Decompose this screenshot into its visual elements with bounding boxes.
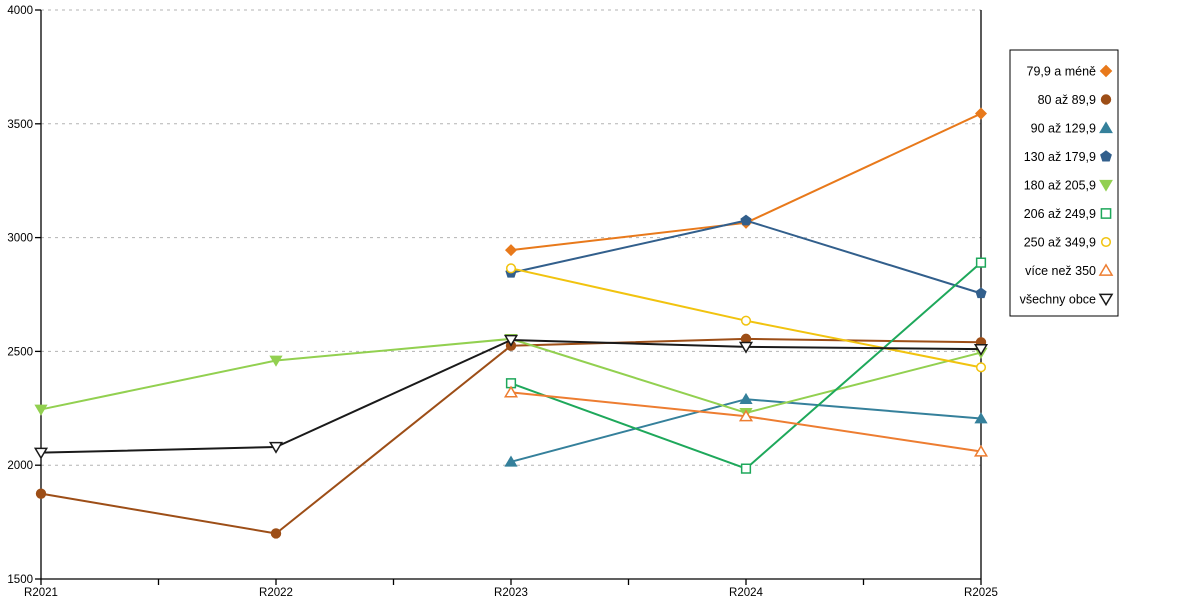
series-marker-triangle-down-open [268,441,284,454]
series-marker-diamond-legend [1099,64,1113,78]
series-marker-triangle-up-legend [1099,121,1113,134]
series-marker-triangle-up-open [973,444,989,457]
x-tick-label: R2023 [494,587,528,599]
series-marker-circle-open-legend [1100,236,1112,248]
legend-item: všechny obce [1020,293,1114,307]
legend-label: 80 až 89,9 [1038,93,1096,107]
y-tick-label: 4000 [7,5,33,17]
y-tick-label: 3500 [7,119,33,131]
x-tick-label: R2025 [964,587,998,599]
y-tick-label: 2500 [7,346,33,358]
legend-item: 206 až 249,9 [1024,207,1112,221]
series-marker-pentagon-legend [1100,150,1112,162]
series-marker-diamond [504,244,518,257]
legend-label: 130 až 179,9 [1024,150,1096,164]
legend-label: více než 350 [1025,264,1096,278]
series-marker-triangle-down [269,355,283,367]
y-tick-label: 3000 [7,233,33,245]
series-marker-circle [270,528,282,539]
series-marker-circle-open [740,315,752,326]
x-tick-label: R2024 [729,587,763,599]
series-marker-triangle-up [739,392,753,405]
series-marker-triangle-up [974,412,988,424]
legend-label: všechny obce [1020,293,1096,307]
legend-label: 206 až 249,9 [1024,207,1096,221]
series-2 [504,392,988,467]
series-marker-triangle-up [504,455,518,467]
series-marker-pentagon [975,287,987,299]
series-marker-triangle-down-open [973,344,989,356]
legend-item: 80 až 89,9 [1038,93,1112,107]
legend-label: 250 až 349,9 [1024,236,1096,250]
series-5 [505,257,987,474]
legend-item: 79,9 a méně [1027,64,1113,79]
series-marker-circle-legend [1100,94,1112,105]
x-tick-label: R2021 [24,587,58,599]
legend: 79,9 a méně 80 až 89,9 90 až 129,9 130 až 1… [1009,49,1119,317]
legend-item: 250 až 349,9 [1024,236,1112,250]
series-marker-square-open [975,257,987,268]
series-marker-triangle-down-open-legend [1098,293,1114,307]
series-marker-pentagon [740,214,752,226]
legend-item: 130 až 179,9 [1024,150,1112,164]
legend-box [1009,49,1119,317]
series-marker-triangle-down-open [33,447,49,460]
series-marker-square-open [505,378,517,389]
series-marker-square-open-legend [1100,208,1112,219]
legend-label: 79,9 a méně [1027,65,1097,79]
series-marker-circle [35,488,47,499]
series-6 [505,263,987,373]
x-tick-label: R2022 [259,587,293,599]
series-marker-triangle-down [34,404,48,416]
legend-item: 180 až 205,9 [1024,179,1113,193]
series-7 [503,385,989,457]
series-marker-circle-open [975,362,987,373]
series-marker-triangle-up-open [738,409,754,422]
series-marker-diamond [974,107,988,120]
legend-item: 90 až 129,9 [1031,121,1113,136]
series-8 [33,334,989,460]
y-tick-label: 1500 [7,574,33,586]
y-tick-label: 2000 [7,460,33,472]
series-marker-circle-open [505,263,517,274]
series-marker-triangle-down-legend [1099,179,1113,192]
series-marker-triangle-up-open-legend [1098,263,1114,276]
series-marker-triangle-up-open [503,385,519,398]
legend-item: více než 350 [1025,263,1114,278]
legend-label: 90 až 129,9 [1031,122,1096,136]
series-marker-triangle-down-open [738,341,754,354]
series-marker-square-open [740,463,752,474]
series-marker-triangle-down-open [503,334,519,347]
legend-label: 180 až 205,9 [1024,179,1096,193]
